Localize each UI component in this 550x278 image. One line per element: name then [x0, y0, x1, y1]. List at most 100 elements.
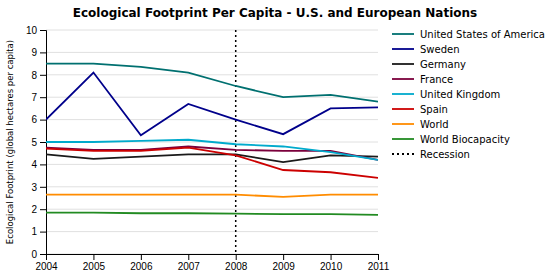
legend-item: Recession [392, 149, 470, 160]
y-tick: 2 [31, 204, 46, 215]
legend-item: World Biocapacity [392, 134, 510, 145]
grid-line [46, 164, 378, 165]
y-tick-mark [40, 30, 46, 31]
y-tick-label: 9 [31, 47, 37, 58]
legend-label: World Biocapacity [420, 134, 510, 145]
y-axis: 0 1 2 3 4 5 6 7 8 9 10 [26, 25, 47, 260]
legend-item: United Kingdom [392, 89, 500, 100]
y-axis-line [40, 31, 47, 255]
legend: United States of America Sweden Germany Fra… [392, 29, 545, 160]
y-tick-label: 3 [31, 182, 37, 193]
legend-item: Sweden [392, 44, 460, 55]
x-tick-label: 2007 [178, 261, 201, 272]
marks [46, 30, 378, 254]
series-line [46, 146, 378, 159]
legend-swatch [392, 93, 414, 95]
legend-swatch [392, 63, 414, 65]
y-tick-mark [40, 254, 46, 255]
x-tick: 2004 [35, 254, 58, 272]
grid-line [46, 97, 378, 98]
grid-line [46, 231, 378, 232]
y-tick: 9 [31, 47, 46, 58]
x-tick-mark [141, 254, 142, 260]
annotation-line [235, 30, 237, 254]
y-tick-mark [40, 187, 46, 188]
y-tick-mark [40, 97, 46, 98]
series-line [46, 148, 378, 178]
y-tick: 5 [31, 137, 46, 148]
legend-label: Spain [420, 104, 448, 115]
y-tick-label: 6 [31, 114, 37, 125]
legend-item: World [392, 119, 449, 130]
y-tick: 3 [31, 182, 46, 193]
y-tick-label: 1 [31, 226, 37, 237]
legend-swatch [392, 78, 414, 80]
legend-item: France [392, 74, 453, 85]
series-line [46, 73, 378, 136]
legend-swatch [392, 108, 414, 110]
y-tick: 1 [31, 226, 46, 237]
y-tick-mark [40, 75, 46, 76]
x-tick-label: 2006 [130, 261, 153, 272]
x-tick-label: 2009 [273, 261, 296, 272]
y-tick-mark [40, 142, 46, 143]
x-tick-label: 2010 [320, 261, 343, 272]
legend-swatch [392, 138, 414, 140]
chart: 2004 2005 2006 2007 2008 2009 2010 2011 0 1 2 3 4 5 6 7… [0, 0, 550, 278]
series-line [46, 154, 378, 162]
series-line [46, 195, 378, 197]
y-tick-label: 2 [31, 204, 37, 215]
y-tick: 4 [31, 159, 46, 170]
y-tick: 10 [26, 25, 46, 36]
legend-item: Germany [392, 59, 466, 70]
y-tick-mark [40, 52, 46, 53]
plot-area: 2004 2005 2006 2007 2008 2009 2010 2011 0 1 2 3 4 5 6 7… [26, 25, 390, 272]
y-tick-mark [40, 164, 46, 165]
legend-label: United Kingdom [420, 89, 500, 100]
x-tick: 2008 [225, 254, 248, 272]
y-tick: 0 [31, 249, 46, 260]
x-tick: 2010 [320, 254, 343, 272]
grid [46, 30, 378, 254]
legend-swatch [392, 48, 414, 50]
x-tick-mark [93, 254, 94, 260]
x-tick-mark [236, 254, 237, 260]
x-tick: 2007 [178, 254, 201, 272]
y-tick: 6 [31, 114, 46, 125]
series-line [46, 213, 378, 215]
y-tick-label: 7 [31, 92, 37, 103]
x-tick-mark [283, 254, 284, 260]
grid-line [46, 209, 378, 210]
x-axis-line [47, 255, 379, 261]
title: Ecological Footprint Per Capita - U.S. a… [73, 6, 477, 20]
legend-swatch [392, 123, 414, 125]
x-axis: 2004 2005 2006 2007 2008 2009 2010 2011 [35, 254, 389, 272]
y-tick: 7 [31, 92, 46, 103]
x-tick-mark [378, 254, 379, 260]
legend-label: Recession [420, 149, 470, 160]
x-tick-label: 2011 [368, 261, 390, 272]
y-tick-mark [40, 120, 46, 121]
legend-label: World [420, 119, 449, 130]
legend-item: Spain [392, 104, 448, 115]
y-tick-label: 8 [31, 70, 37, 81]
series-line [46, 64, 378, 102]
y-tick-mark [40, 209, 46, 210]
legend-label: Germany [420, 59, 466, 70]
x-tick: 2005 [83, 254, 106, 272]
legend-swatch [392, 33, 414, 35]
x-tick: 2011 [368, 254, 390, 272]
grid-line [46, 30, 378, 31]
legend-label: France [420, 74, 453, 85]
grid-line [46, 186, 378, 187]
legend-label: Sweden [420, 44, 460, 55]
y-tick-label: 10 [26, 25, 38, 36]
legend-item: United States of America [392, 29, 545, 40]
x-tick-mark [188, 254, 189, 260]
y-tick-mark [40, 232, 46, 233]
grid-line [46, 52, 378, 53]
x-tick-label: 2005 [83, 261, 106, 272]
y-tick: 8 [31, 70, 46, 81]
x-tick-label: 2004 [35, 261, 58, 272]
y-tick-label: 4 [31, 159, 37, 170]
